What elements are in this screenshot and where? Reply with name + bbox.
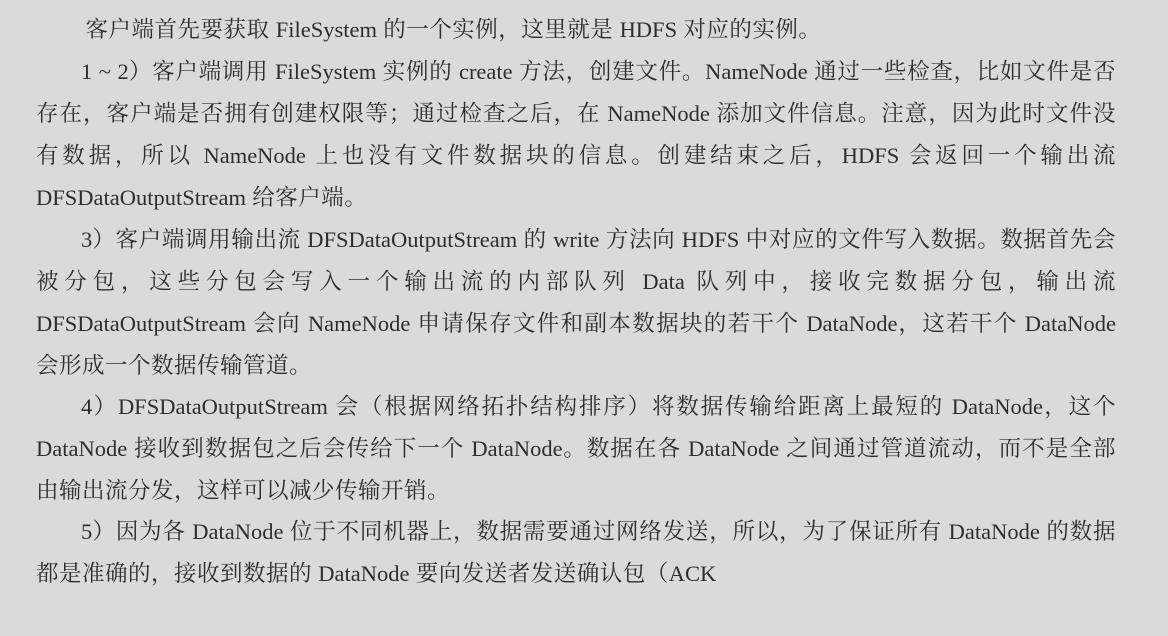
paragraph-3: 4）DFSDataOutputStream 会（根据网络拓扑结构排序）将数据传输…: [36, 385, 1116, 510]
paragraph-1: 1 ~ 2）客户端调用 FileSystem 实例的 create 方法，创建文…: [36, 50, 1116, 218]
paragraph-2: 3）客户端调用输出流 DFSDataOutputStream 的 write 方…: [36, 218, 1116, 385]
paragraph-0: 客户端首先要获取 FileSystem 的一个实例，这里就是 HDFS 对应的实…: [36, 8, 1116, 50]
document-page: 客户端首先要获取 FileSystem 的一个实例，这里就是 HDFS 对应的实…: [0, 0, 1168, 636]
paragraph-4: 5）因为各 DataNode 位于不同机器上，数据需要通过网络发送，所以，为了保…: [36, 510, 1116, 594]
